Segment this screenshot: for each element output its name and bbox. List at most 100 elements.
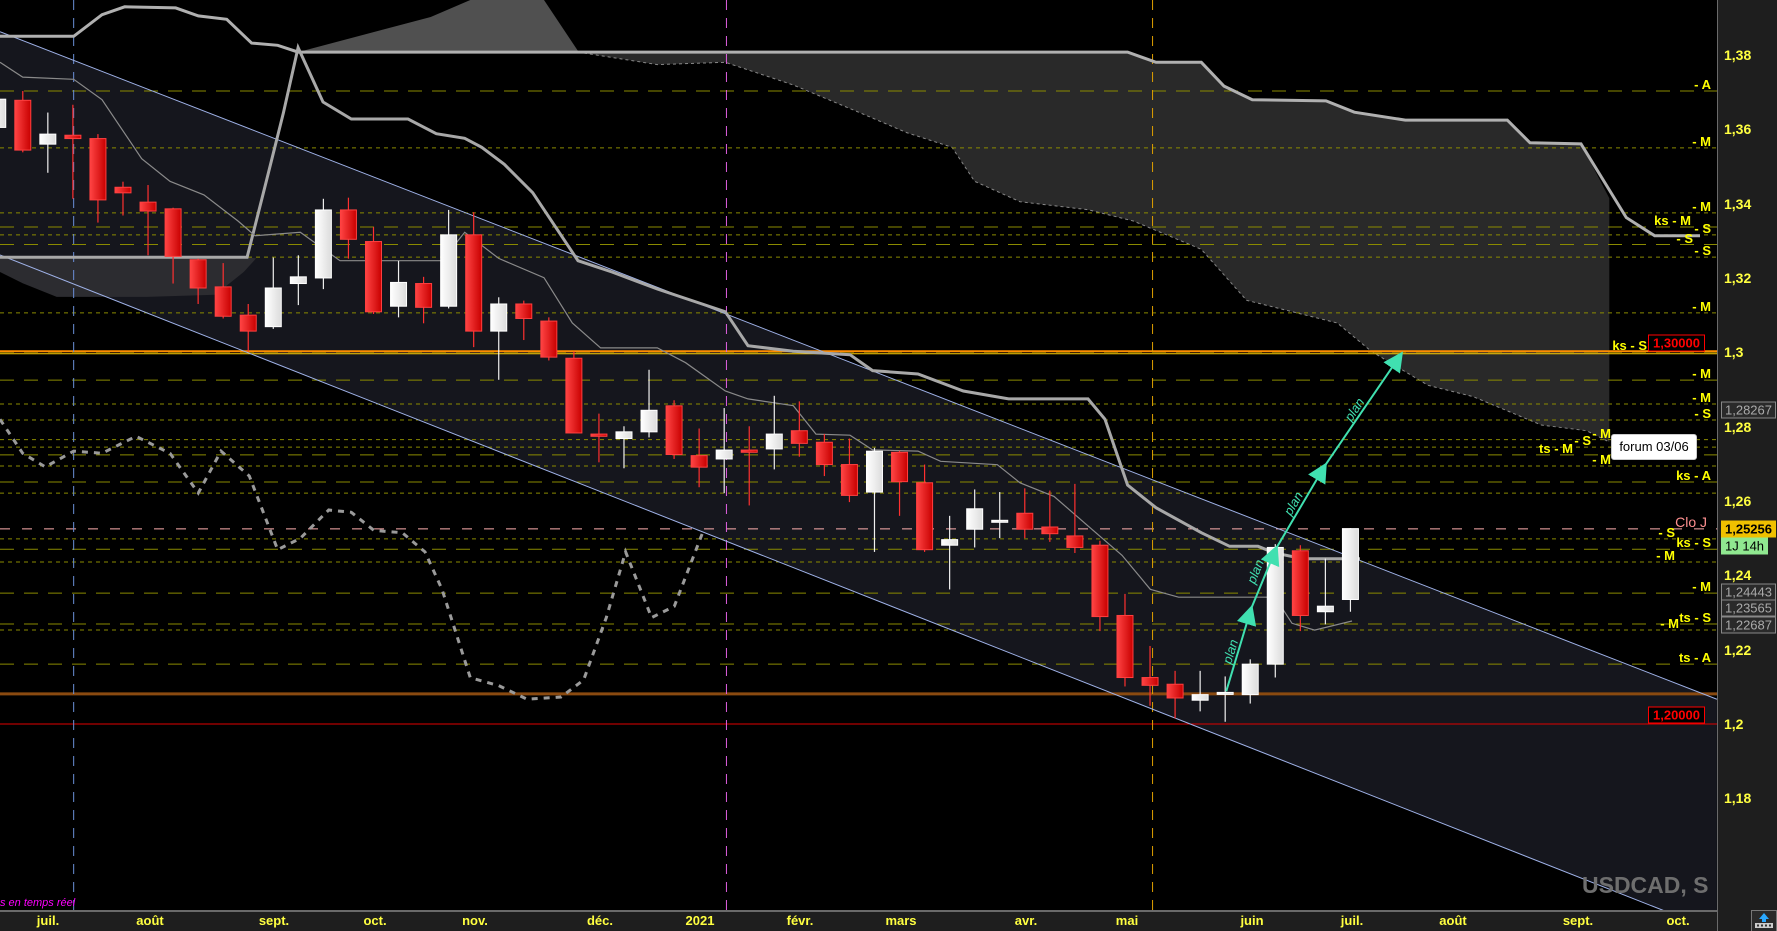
level-label: - M xyxy=(1592,425,1611,441)
candle xyxy=(1241,659,1259,704)
candle xyxy=(264,257,282,329)
candle xyxy=(1166,670,1184,719)
candle xyxy=(1316,558,1334,625)
candle-body xyxy=(1116,614,1134,679)
candle-body xyxy=(891,451,909,483)
price-tick-label: 1,18 xyxy=(1724,790,1752,807)
candle-body xyxy=(390,281,408,307)
channel-fill xyxy=(0,31,1717,931)
time-tick-label: 2021 xyxy=(685,913,715,928)
price-badge: 1,22687 xyxy=(1721,616,1776,634)
level-label: - M xyxy=(1692,366,1711,382)
price-tick-label: 1,34 xyxy=(1724,195,1752,212)
candle-body xyxy=(264,287,282,328)
candle xyxy=(1116,593,1134,687)
candle xyxy=(1291,545,1309,632)
plan-arrow xyxy=(1250,544,1280,609)
candle-body xyxy=(314,209,332,279)
candle-body xyxy=(590,433,608,437)
key-level-badge: 1,30000 xyxy=(1648,334,1705,352)
candle-body xyxy=(214,286,232,317)
candle xyxy=(941,515,959,590)
candle xyxy=(715,408,733,494)
scroll-to-latest-button[interactable] xyxy=(1751,910,1777,931)
level-label: ts - S xyxy=(1679,610,1711,625)
candle-body xyxy=(64,134,82,140)
candle xyxy=(991,492,1009,539)
price-badge: 1,25256 xyxy=(1721,520,1776,538)
forum-annotation[interactable]: forum 03/06 xyxy=(1611,434,1697,460)
candle xyxy=(0,98,7,128)
candle xyxy=(1141,645,1159,706)
candle xyxy=(390,260,408,318)
candle-body xyxy=(1166,683,1184,699)
candle-body xyxy=(715,449,733,460)
candle xyxy=(314,198,332,290)
candle-body xyxy=(740,449,758,453)
candle xyxy=(1091,540,1109,632)
price-badge: 1,23565 xyxy=(1721,599,1776,617)
level-label: - M xyxy=(1692,133,1711,149)
level-label: - S xyxy=(1694,243,1711,259)
candle xyxy=(490,297,508,380)
candle xyxy=(415,276,433,324)
time-tick-label: févr. xyxy=(786,913,814,928)
candle xyxy=(740,426,758,506)
candle-body xyxy=(665,405,683,456)
candle xyxy=(665,400,683,459)
time-tick-label: juil. xyxy=(36,913,60,928)
candle-body xyxy=(840,464,858,496)
candle-body xyxy=(0,98,7,128)
candle xyxy=(1216,676,1234,722)
level-label: - M xyxy=(1656,547,1675,563)
candle-body xyxy=(916,482,934,551)
candle xyxy=(364,227,382,315)
candle-body xyxy=(465,234,483,332)
price-tick-label: 1,36 xyxy=(1724,121,1752,138)
level-label: - S xyxy=(1676,230,1693,246)
candle-body xyxy=(765,433,783,450)
plan-arrow xyxy=(1225,604,1257,692)
candle-body xyxy=(490,303,508,332)
plan-arrow xyxy=(1275,462,1327,550)
candle-body xyxy=(1041,526,1059,535)
level-label: - S xyxy=(1658,524,1675,540)
candle-body xyxy=(640,409,658,433)
candle xyxy=(239,303,257,352)
candle xyxy=(540,317,558,361)
candle xyxy=(214,263,232,319)
candle-body xyxy=(941,539,959,546)
candle xyxy=(565,351,583,434)
level-label: ts - A xyxy=(1678,650,1711,666)
time-tick-label: sept. xyxy=(258,913,290,928)
candle xyxy=(64,104,82,199)
candle xyxy=(690,428,708,488)
time-tick-label: déc. xyxy=(586,913,614,928)
candle xyxy=(114,181,132,216)
time-tick-label: juin xyxy=(1240,913,1264,928)
candle-body xyxy=(14,99,32,151)
channel-upper-line xyxy=(0,31,1718,700)
time-axis[interactable] xyxy=(0,910,1717,931)
candle-body xyxy=(1016,512,1034,530)
level-label: - M xyxy=(1660,615,1679,631)
candle-body xyxy=(1066,535,1084,548)
channel-lower-line xyxy=(0,254,1717,931)
price-tick-label: 1,32 xyxy=(1724,269,1752,286)
candle-body xyxy=(1291,550,1309,616)
time-tick-label: juil. xyxy=(1340,913,1364,928)
price-axis[interactable] xyxy=(1717,0,1777,931)
price-tick-label: 1,26 xyxy=(1724,492,1752,509)
candle xyxy=(164,207,182,284)
level-label: - M xyxy=(1692,389,1711,405)
level-label: - A xyxy=(1694,76,1711,92)
level-label: ks - M xyxy=(1654,213,1691,229)
candle-body xyxy=(39,133,57,145)
candle xyxy=(465,212,483,348)
candle-body xyxy=(515,303,533,319)
candle xyxy=(39,112,57,173)
candle xyxy=(1341,528,1359,612)
candle xyxy=(840,438,858,503)
